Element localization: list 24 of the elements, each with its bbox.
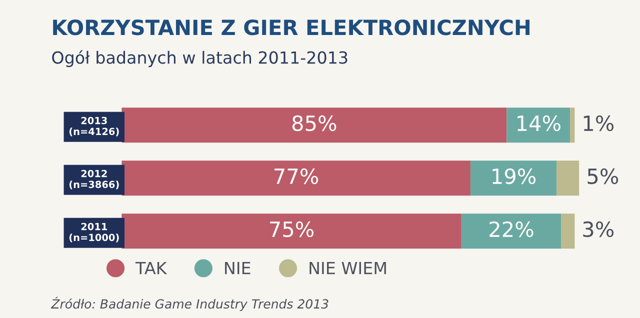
bar	[461, 214, 562, 249]
bar	[561, 214, 575, 249]
bar	[470, 160, 557, 196]
data-label: 75%	[270, 221, 314, 238]
data-label: 5%	[588, 168, 618, 184]
legend-label: TAK	[135, 262, 168, 274]
bar	[570, 108, 575, 143]
legend-label: NIE WIEM	[310, 262, 386, 274]
legend-label: NIE	[225, 262, 250, 274]
y-tick-label: 2013 (n=4126)	[69, 116, 119, 136]
bar	[556, 160, 580, 196]
data-label: 19%	[492, 168, 536, 184]
y-tick-label: 2011 (n=1000)	[69, 222, 119, 242]
y-tick-label: 2012 (n=3866)	[69, 170, 119, 190]
data-label: 77%	[274, 168, 318, 184]
chart-title: KORZYSTANIE Z GIER ELEKTRONICZNYCH	[53, 20, 530, 36]
chart-subtitle: Ogół badanych w latach 2011-2013	[52, 50, 348, 68]
bar	[506, 108, 570, 143]
data-label: 1%	[584, 115, 614, 132]
text: Źródło: Badanie Game Industry Trends 2013	[50, 296, 328, 312]
data-label: 14%	[518, 115, 560, 132]
data-label: 22%	[490, 221, 534, 238]
data-label: 3%	[583, 221, 614, 238]
data-label: 85%	[292, 115, 336, 132]
